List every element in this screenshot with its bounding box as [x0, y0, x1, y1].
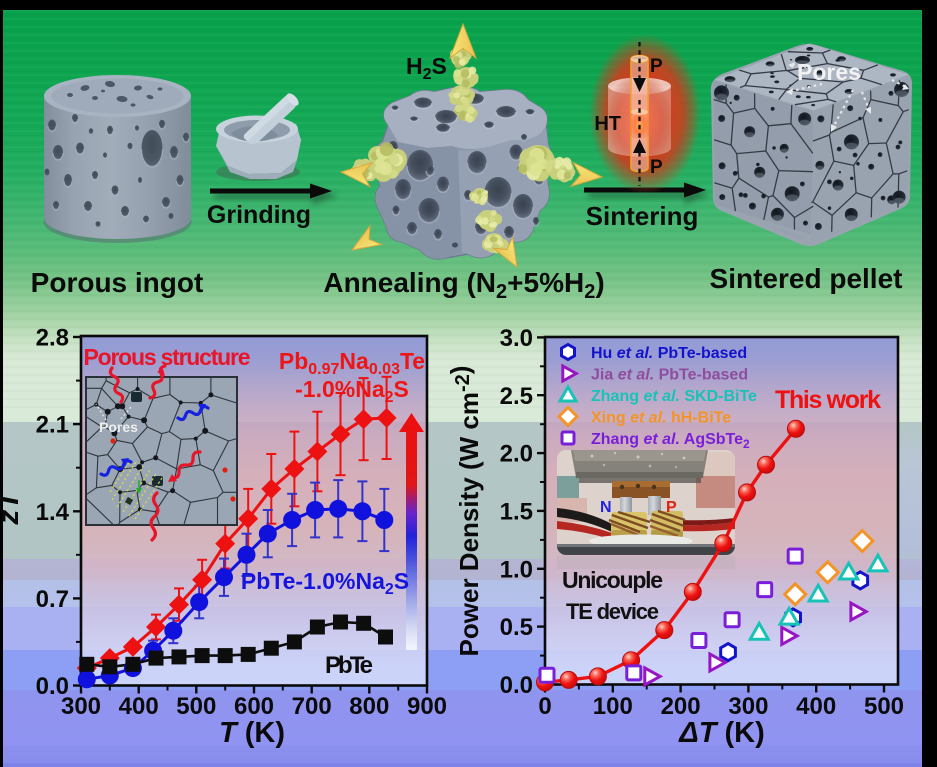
svg-text:HT: HT [594, 113, 621, 135]
svg-text:PbTe: PbTe [325, 652, 373, 679]
svg-text:Grinding: Grinding [207, 201, 311, 229]
svg-text:Zhang et al. AgSbTe2: Zhang et al. AgSbTe2 [591, 431, 750, 451]
svg-text:Xing et al. hH-BiTe: Xing et al. hH-BiTe [591, 410, 731, 427]
svg-text:Pores: Pores [797, 59, 861, 85]
svg-text:Hu et al. PbTe-based: Hu et al. PbTe-based [591, 345, 747, 362]
svg-text:This work: This work [775, 386, 881, 414]
svg-text:0.0: 0.0 [36, 673, 69, 700]
svg-text:zT: zT [0, 489, 25, 526]
svg-text:300: 300 [61, 693, 101, 720]
svg-text:0: 0 [538, 693, 551, 720]
svg-text:500: 500 [864, 693, 904, 720]
svg-text:400: 400 [119, 693, 159, 720]
svg-text:0.7: 0.7 [36, 586, 69, 613]
svg-text:Sintering: Sintering [586, 201, 699, 231]
svg-text:P: P [666, 499, 677, 516]
svg-text:-1.0%Na2S: -1.0%Na2S [295, 376, 409, 406]
svg-text:ΔT (K): ΔT (K) [678, 717, 765, 749]
svg-text:300: 300 [728, 693, 768, 720]
svg-text:Sintered pellet: Sintered pellet [710, 263, 903, 294]
svg-text:Jia et al. PbTe-based: Jia et al. PbTe-based [591, 367, 748, 384]
svg-text:100: 100 [593, 693, 633, 720]
svg-text:PbTe-1.0%Na2S: PbTe-1.0%Na2S [241, 568, 409, 598]
svg-text:500: 500 [176, 693, 216, 720]
svg-text:2.0: 2.0 [500, 441, 533, 468]
svg-text:Unicouple: Unicouple [562, 567, 663, 593]
svg-text:N: N [600, 499, 612, 516]
svg-text:Pores: Pores [99, 419, 138, 435]
svg-text:200: 200 [661, 693, 701, 720]
svg-text:800: 800 [349, 693, 389, 720]
svg-text:P: P [650, 157, 663, 178]
svg-text:Annealing (N2+5%H2): Annealing (N2+5%H2) [323, 267, 604, 303]
svg-text:0.0: 0.0 [500, 672, 533, 699]
svg-text:TE device: TE device [566, 599, 659, 624]
svg-text:1.0: 1.0 [500, 556, 533, 583]
svg-text:1.4: 1.4 [36, 499, 70, 526]
svg-text:Power Density (W cm-2): Power Density (W cm-2) [445, 366, 484, 657]
svg-text:700: 700 [292, 693, 332, 720]
svg-text:2.1: 2.1 [36, 412, 69, 439]
svg-text:T (K): T (K) [219, 717, 285, 749]
svg-text:2.8: 2.8 [36, 325, 69, 352]
svg-text:2.5: 2.5 [500, 383, 533, 410]
svg-text:Zhang et al. SKD-BiTe: Zhang et al. SKD-BiTe [591, 388, 757, 405]
svg-text:3.0: 3.0 [500, 325, 533, 352]
svg-text:600: 600 [234, 693, 274, 720]
svg-text:1.5: 1.5 [500, 499, 533, 526]
svg-text:P: P [650, 56, 663, 77]
svg-text:H2S: H2S [406, 53, 447, 83]
svg-text:Porous structure: Porous structure [84, 344, 251, 370]
svg-text:400: 400 [796, 693, 836, 720]
svg-text:900: 900 [407, 693, 447, 720]
svg-text:Porous ingot: Porous ingot [31, 267, 204, 298]
svg-text:Pb0.97Na0.03Te: Pb0.97Na0.03Te [279, 348, 425, 378]
svg-text:0.5: 0.5 [500, 614, 533, 641]
